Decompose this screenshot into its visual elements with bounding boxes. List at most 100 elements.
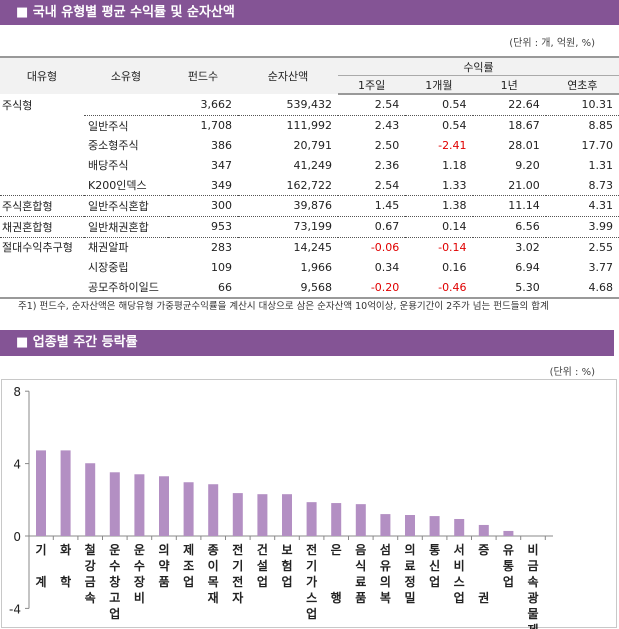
cell-minor: 채권알파: [84, 236, 168, 258]
table-row: K200인덱스 349 162,722 2.54 1.33 21.00 8.73: [0, 175, 619, 195]
cell-w1: -0.20: [338, 277, 406, 299]
col-major-type: 대유형: [0, 56, 84, 94]
cell-m1: 0.54: [442, 98, 467, 112]
bar: [85, 463, 96, 536]
cell-ytd: 3.99: [545, 215, 619, 238]
cell-funds: 66: [168, 277, 238, 299]
cell-y1: 11.14: [472, 194, 546, 217]
cell-minor: 중소형주식: [88, 139, 139, 153]
table-row: 일반주식 1,708 111,992 2.43 0.54 18.67 8.85: [0, 114, 619, 136]
x-tick-label: 화 학: [60, 542, 71, 589]
cell-assets: 1,966: [300, 260, 333, 274]
cell-assets: 20,791: [293, 138, 333, 152]
table-row: 절대수익추구형 채권알파 283 14,245 -0.06 -0.14 3.02 2.55: [0, 236, 619, 258]
x-tick-label: 비금속광물제품: [527, 542, 538, 629]
cell-major: [0, 115, 84, 135]
cell-w1: 0.34: [374, 260, 400, 274]
cell-assets: 39,876: [238, 194, 338, 217]
cell-ytd: 8.85: [545, 114, 619, 136]
col-ytd: 연초후: [545, 75, 619, 95]
table-row: 시장중립 109 1,966 0.34 0.16 6.94 3.77: [0, 257, 619, 277]
cell-major: [0, 257, 84, 277]
bar: [405, 515, 415, 536]
bar: [355, 504, 366, 536]
cell-funds: 953: [168, 215, 238, 238]
cell-minor: 일반채권혼합: [84, 215, 168, 238]
table-row: 주식혼합형 일반주식혼합 300 39,876 1.45 1.38 11.14 4.31: [0, 194, 619, 217]
cell-m1: 1.38: [405, 194, 473, 217]
bar: [331, 503, 342, 536]
cell-y1: 18.67: [472, 114, 546, 136]
cell-minor: 일반주식: [84, 114, 168, 136]
unit-label: (단위 : 개, 억원, %): [509, 38, 595, 49]
col-returns: 수익률: [338, 56, 619, 76]
cell-major: [0, 277, 84, 299]
cell-funds: 283: [168, 236, 238, 258]
col-net-assets: 순자산액: [238, 56, 338, 94]
cell-funds: 300: [168, 194, 238, 217]
footnote: 주1) 펀드수, 순자산액은 해당유형 가중평균수익률을 계산시 대상으로 삼은…: [18, 301, 549, 312]
cell-major: [0, 136, 84, 156]
cell-assets: 41,249: [293, 158, 333, 172]
cell-major: 채권혼합형: [0, 215, 84, 238]
cell-assets: 111,992: [238, 114, 338, 136]
cell-ytd: 4.31: [545, 194, 619, 217]
cell-y1: 9.20: [515, 158, 540, 172]
cell-major: 주식형: [2, 98, 33, 112]
cell-m1: 0.16: [442, 260, 467, 274]
cell-assets: 539,432: [286, 97, 333, 111]
cell-w1: -0.06: [338, 236, 406, 258]
bar: [183, 482, 194, 536]
bar: [232, 493, 243, 536]
col-1month: 1개월: [405, 75, 473, 95]
cell-funds: 349: [211, 178, 232, 192]
cell-major: [0, 155, 84, 175]
cell-m1: -0.14: [405, 236, 473, 258]
cell-ytd: 3.77: [588, 260, 614, 274]
bar: [159, 476, 169, 536]
cell-funds: 109: [211, 260, 232, 274]
cell-m1: -2.41: [438, 138, 467, 152]
bar: [208, 484, 219, 536]
cell-funds: 1,708: [168, 114, 238, 136]
table-row: 채권혼합형 일반채권혼합 953 73,199 0.67 0.14 6.56 3.99: [0, 215, 619, 238]
bar: [454, 518, 465, 536]
cell-y1: 21.00: [508, 178, 540, 192]
cell-m1: 0.14: [405, 215, 473, 238]
cell-ytd: 8.73: [588, 178, 614, 192]
cell-funds: 386: [211, 138, 232, 152]
bar: [36, 450, 46, 536]
y-tick-label: 4: [13, 458, 21, 472]
cell-ytd: 10.31: [581, 98, 614, 112]
table-row: 배당주식 347 41,249 2.36 1.18 9.20 1.31: [0, 155, 619, 175]
cell-y1: 6.94: [515, 260, 540, 274]
cell-major: [0, 175, 84, 195]
bar: [257, 494, 268, 536]
cell-w1: 2.50: [374, 138, 400, 152]
cell-assets: 162,722: [286, 178, 333, 192]
cell-minor: K200인덱스: [88, 179, 147, 193]
cell-m1: 0.54: [405, 114, 473, 136]
cell-y1: 22.64: [508, 98, 540, 112]
cell-w1: 2.43: [338, 114, 406, 136]
cell-w1: 1.45: [338, 194, 406, 217]
cell-ytd: 2.55: [545, 236, 619, 258]
col-minor-type: 소유형: [84, 56, 168, 94]
cell-funds: 3,662: [200, 97, 233, 111]
table-row: 주식형 3,662 539,432 2.54 0.54 22.64 10.31: [0, 94, 619, 115]
cell-assets: 73,199: [238, 215, 338, 238]
bar: [503, 530, 514, 536]
cell-w1: 0.67: [338, 215, 406, 238]
cell-funds: 347: [211, 158, 232, 172]
cell-major: 절대수익추구형: [0, 236, 84, 258]
cell-m1: 1.33: [442, 178, 467, 192]
bar: [60, 450, 71, 536]
